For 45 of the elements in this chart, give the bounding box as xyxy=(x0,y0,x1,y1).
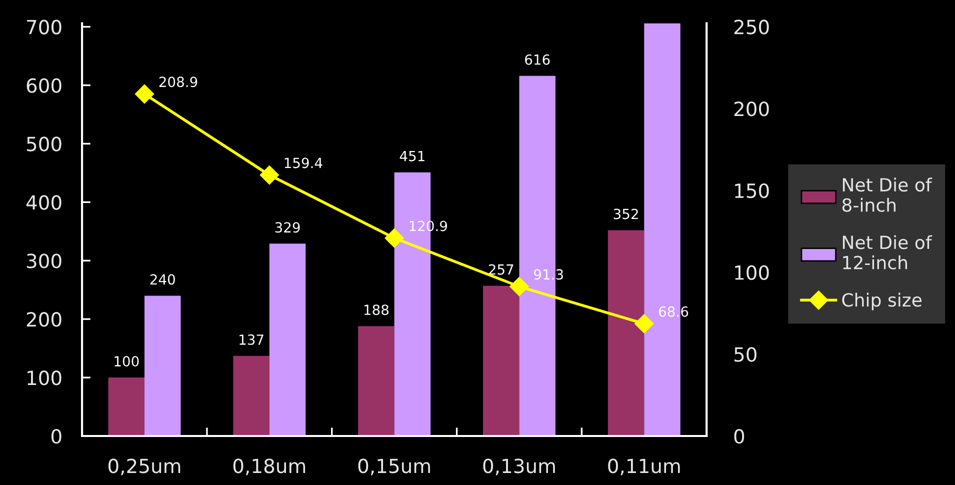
legend-label: Net Die of 12-inch xyxy=(842,235,932,270)
y2-tick-label: 0 xyxy=(734,428,744,444)
bar xyxy=(144,296,181,436)
bar xyxy=(233,356,270,436)
y2-tick-label: 200 xyxy=(734,102,769,116)
point xyxy=(260,166,279,185)
data-label: 329 xyxy=(275,222,300,233)
data-label: 208.9 xyxy=(159,76,198,88)
y-tick-label: 100 xyxy=(28,370,62,386)
data-label: 616 xyxy=(525,54,550,65)
legend-label: Net Die of 8-inch xyxy=(842,178,932,212)
y-tick-label: 500 xyxy=(26,136,62,152)
point xyxy=(384,228,404,248)
bar xyxy=(108,378,144,436)
x-tick-label: 0,13um xyxy=(483,458,555,476)
legend-label: Chip size xyxy=(842,292,922,310)
point xyxy=(634,314,654,334)
bar xyxy=(608,230,644,436)
data-label: 451 xyxy=(400,151,424,162)
x-tick-label: 0,11um xyxy=(608,458,680,476)
data-label: 137 xyxy=(240,334,264,345)
y2-tick-label: 50 xyxy=(734,347,756,362)
y-tick-label: 700 xyxy=(27,20,62,34)
data-label: 240 xyxy=(150,274,175,285)
data-label: 100 xyxy=(114,356,139,367)
y-tick-label: 400 xyxy=(26,195,62,210)
y-tick-label: 300 xyxy=(26,254,62,268)
bar xyxy=(358,326,394,436)
y-tick-label: 0 xyxy=(52,428,62,444)
y-tick-label: 200 xyxy=(26,312,62,327)
x-tick-label: 0,15um xyxy=(358,458,430,476)
bar xyxy=(483,286,520,436)
y2-tick-label: 250 xyxy=(734,20,769,34)
data-label: 188 xyxy=(364,304,389,316)
point xyxy=(134,84,154,104)
data-label: 159.4 xyxy=(284,158,322,168)
data-label: 352 xyxy=(614,208,638,220)
data-label: 257 xyxy=(488,264,514,275)
y2-tick-label: 100 xyxy=(735,265,769,280)
point xyxy=(510,277,529,296)
bar xyxy=(269,244,306,436)
x-tick-label: 0,18um xyxy=(233,458,306,476)
y-tick-label: 600 xyxy=(26,78,62,93)
y2-tick-label: 150 xyxy=(735,183,769,198)
x-tick-label: 0,25um xyxy=(108,458,180,476)
